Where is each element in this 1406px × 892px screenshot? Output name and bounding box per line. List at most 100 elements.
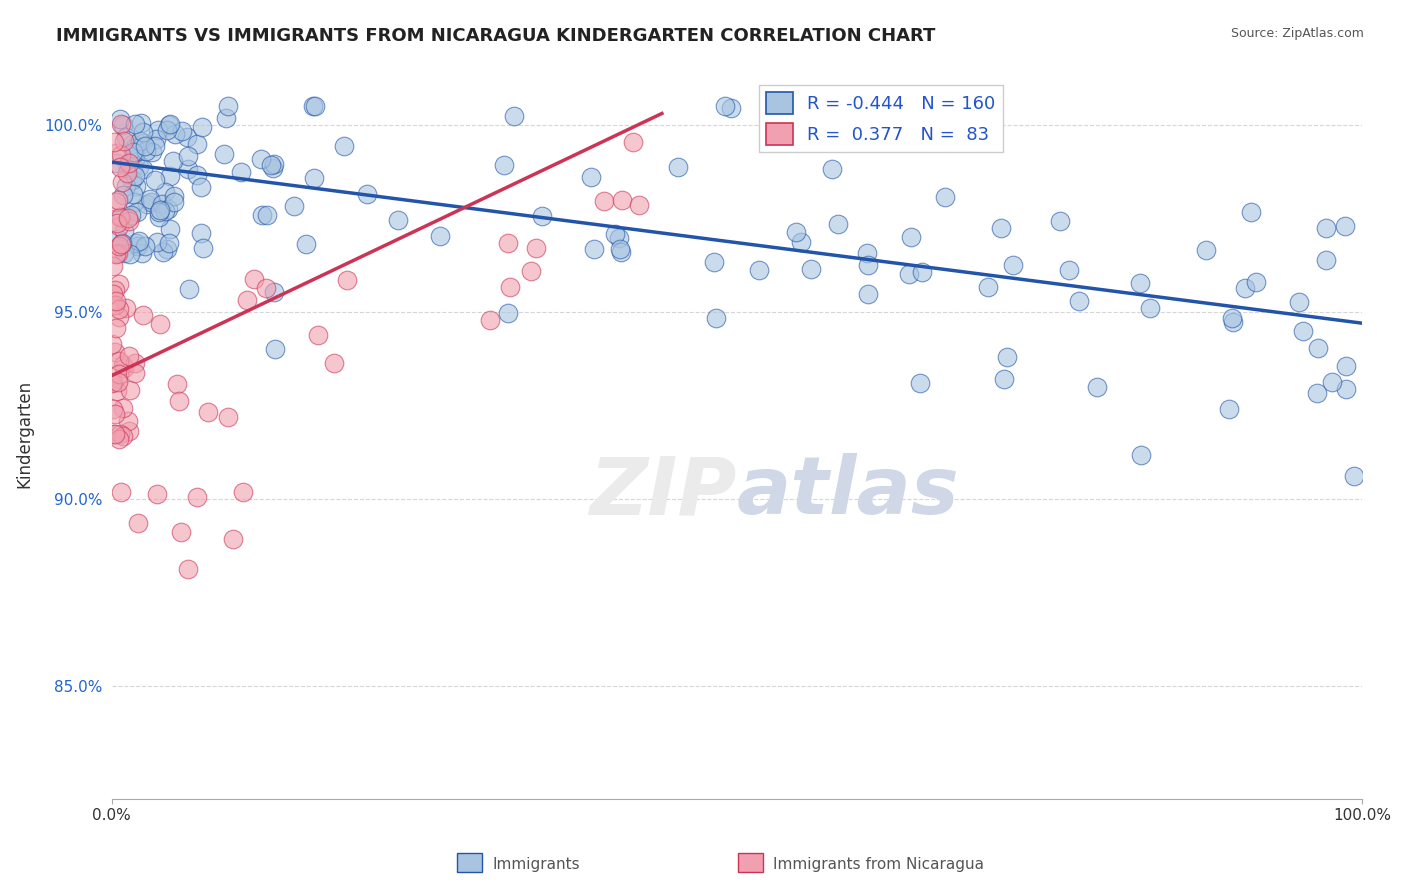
Point [304,99,326,113]
Point [612,193,634,207]
Point [593,194,616,208]
Text: atlas: atlas [737,453,960,531]
Point [110,117,132,131]
Point [163,127,186,141]
Point [177,162,200,177]
Point [107,232,129,246]
Point [110,237,132,252]
Point [1222,316,1244,330]
Point [479,313,502,327]
Point [107,367,129,381]
Point [524,241,547,255]
Point [124,169,146,184]
Point [112,134,135,148]
Point [117,157,139,171]
Point [193,241,215,255]
Point [250,208,273,222]
Point [132,136,155,150]
Point [134,139,156,153]
Point [492,158,515,172]
Point [1049,214,1071,228]
Point [609,242,631,256]
Point [1288,294,1310,309]
Point [167,394,190,409]
Point [720,101,742,115]
Point [429,228,451,243]
Point [1244,275,1267,289]
Point [128,134,150,148]
Point [610,244,633,259]
Point [108,239,131,253]
Point [163,194,186,209]
Point [190,226,212,240]
Point [110,210,132,224]
Point [125,239,148,253]
Point [112,358,135,372]
Point [127,516,149,530]
Y-axis label: Kindergarten: Kindergarten [15,380,32,488]
Point [105,155,128,169]
Point [122,160,145,174]
Point [858,258,880,272]
Point [117,414,139,428]
Point [1195,244,1218,258]
Point [139,192,162,206]
Point [105,145,128,160]
Point [1139,301,1161,315]
Point [186,136,208,151]
Point [127,239,149,253]
Point [115,166,138,180]
Point [157,118,180,132]
Point [110,147,132,161]
Point [132,308,155,322]
Point [136,197,159,211]
Point [105,320,128,334]
Point [122,145,145,159]
Point [134,239,156,253]
Point [1067,294,1090,309]
Point [124,356,146,370]
Point [212,147,235,161]
Point [150,197,173,211]
Point [1129,276,1152,290]
Point [333,139,356,153]
Point [177,561,200,575]
Point [148,203,170,218]
Point [101,402,124,417]
Point [101,427,124,442]
Point [197,405,219,419]
Point [156,123,179,137]
Point [908,376,931,391]
Point [163,189,186,203]
Point [120,247,142,261]
Point [149,317,172,331]
Point [112,119,135,133]
Point [112,224,135,238]
Point [1334,382,1357,396]
Point [263,285,285,299]
Point [1220,311,1243,326]
Point [934,190,956,204]
Point [530,209,553,223]
Point [122,141,145,155]
Point [112,245,135,260]
Point [107,245,129,260]
Point [107,432,129,446]
Point [120,208,142,222]
Point [263,157,285,171]
Point [155,204,177,219]
Point [993,372,1015,386]
Point [1002,258,1025,272]
Point [148,204,170,219]
Point [1320,375,1343,389]
Point [118,214,141,228]
Point [897,268,920,282]
Point [307,327,329,342]
Point [104,194,127,209]
Text: Source: ZipAtlas.com: Source: ZipAtlas.com [1230,27,1364,40]
Point [101,376,124,390]
Point [111,429,134,443]
Point [1315,221,1337,235]
Point [105,384,128,398]
Point [262,161,284,176]
